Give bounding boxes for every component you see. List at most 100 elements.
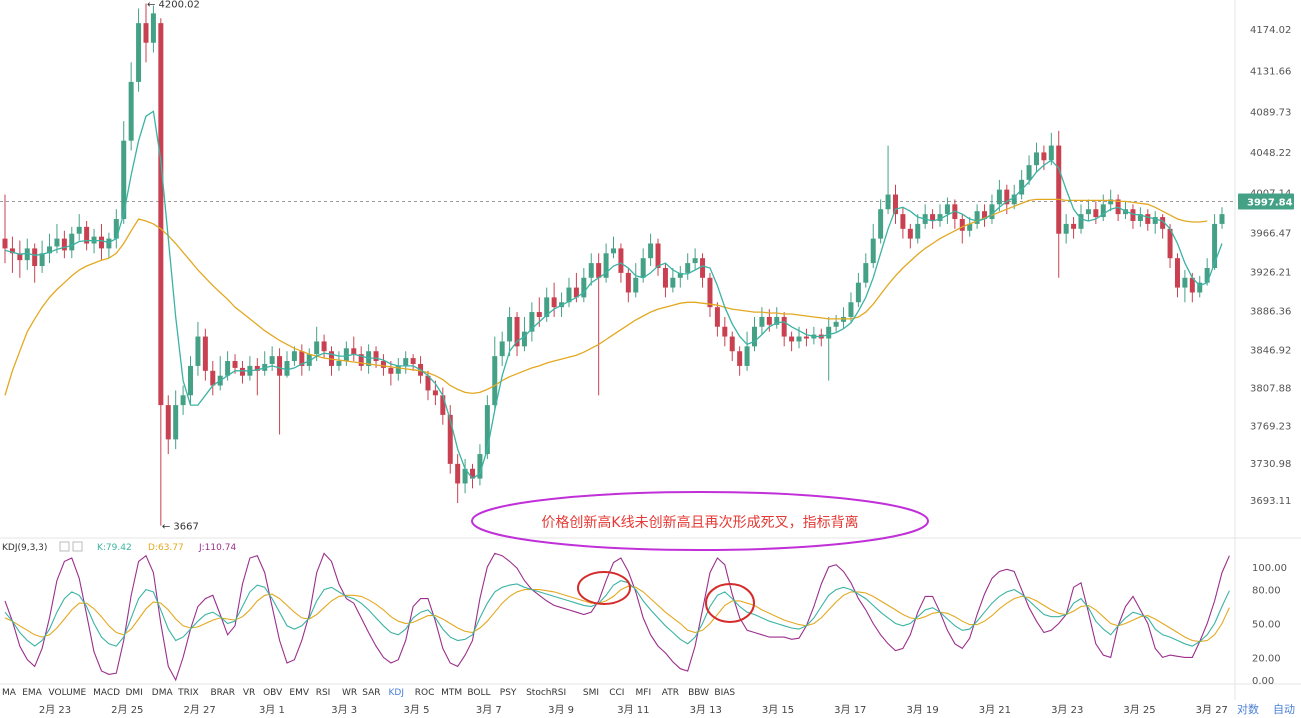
candle-body [202, 336, 208, 371]
candle-body [944, 204, 950, 215]
candle-body [774, 316, 780, 325]
indicator-tab-mtm[interactable]: MTM [441, 688, 462, 698]
candle-body [826, 326, 832, 339]
candle-body [796, 336, 802, 342]
candle-body [892, 194, 898, 215]
candle-body [2, 238, 8, 249]
candle-body [76, 226, 82, 234]
candle-body [395, 365, 401, 374]
candlestick-series [2, 3, 1225, 526]
candle-body [1130, 209, 1136, 221]
candle-body [996, 189, 1002, 205]
candle-body [685, 263, 691, 273]
candle-body [1004, 189, 1010, 205]
candle-body [1167, 228, 1173, 259]
candle-body [803, 336, 809, 339]
candle-body [1137, 214, 1143, 221]
date-tick-label: 2月 27 [183, 704, 215, 716]
price-markers: ← 4200.02 ← 3667 [147, 0, 200, 533]
candle-body [1204, 267, 1210, 283]
indicator-tab-kdj[interactable]: KDJ [389, 688, 405, 698]
candle-body [714, 307, 720, 327]
date-tick-label: 3月 27 [1196, 704, 1228, 716]
candle-body [700, 258, 706, 278]
kdj-close-icon[interactable] [72, 541, 83, 552]
candle-body [915, 223, 921, 239]
indicator-tab-vr[interactable]: VR [243, 688, 255, 698]
candle-body [833, 321, 839, 327]
candle-body [358, 354, 364, 366]
candle-body [885, 194, 891, 210]
indicator-tab-dma[interactable]: DMA [152, 688, 174, 698]
date-tick-label: 3月 13 [690, 704, 722, 716]
candle-body [61, 238, 67, 251]
indicator-tab-stochrsi[interactable]: StochRSI [526, 688, 566, 698]
candle-body [1174, 258, 1180, 288]
candle-body [113, 219, 119, 239]
candle-body [447, 414, 453, 464]
candle-body [24, 248, 30, 261]
candle-body [343, 348, 349, 362]
indicator-tab-trix[interactable]: TRIX [177, 688, 199, 698]
candle-body [1152, 217, 1158, 224]
price-tick-label: 3966.47 [1250, 228, 1291, 239]
kdj-tick-label: 20.00 [1252, 653, 1281, 664]
indicator-tab-mfi[interactable]: MFI [636, 688, 652, 698]
candle-body [173, 405, 179, 440]
candle-body [581, 277, 587, 298]
candle-body [766, 316, 772, 325]
indicator-tab-emv[interactable]: EMV [289, 688, 309, 698]
date-tick-label: 3月 3 [331, 704, 357, 716]
candle-body [1093, 209, 1099, 218]
indicator-tab-boll[interactable]: BOLL [467, 688, 490, 698]
time-x-axis: 2月 23 2月 25 2月 27 3月 1 3月 3 3月 5 3月 7 3月 9 3月 11… [39, 702, 1295, 716]
candle-body [1145, 214, 1151, 224]
indicator-tab-rsi[interactable]: RSI [316, 688, 331, 698]
candle-body [692, 258, 698, 264]
indicator-tab-dmi[interactable]: DMI [126, 688, 143, 698]
candle-body [291, 351, 297, 362]
price-tick-label: 3807.88 [1250, 384, 1291, 395]
indicator-toolbar[interactable]: MA EMA VOLUME MACD DMI DMA TRIX BRAR VR OBV EMV RSI… [2, 688, 735, 698]
kdj-tick-label: 80.00 [1252, 586, 1281, 597]
indicator-tab-cci[interactable]: CCI [609, 688, 624, 698]
candle-body [388, 367, 394, 374]
indicator-tab-wr[interactable]: WR [342, 688, 357, 698]
indicator-tab-macd[interactable]: MACD [93, 688, 120, 698]
auto-scale-toggle[interactable]: 自动 [1273, 703, 1295, 716]
candle-body [410, 358, 416, 364]
indicator-tab-volume[interactable]: VOLUME [49, 688, 87, 698]
candle-body [9, 248, 15, 254]
candle-body [158, 23, 164, 406]
candle-body [625, 272, 631, 293]
log-scale-toggle[interactable]: 对数 [1237, 702, 1259, 716]
indicator-tab-sar[interactable]: SAR [362, 688, 380, 698]
candle-body [462, 468, 468, 484]
candle-body [39, 253, 45, 267]
candle-body [440, 395, 446, 415]
candle-body [959, 219, 965, 231]
candle-body [633, 277, 639, 293]
indicator-tab-roc[interactable]: ROC [415, 688, 435, 698]
candle-body [314, 341, 320, 355]
indicator-tab-atr[interactable]: ATR [662, 688, 679, 698]
indicator-tab-brar[interactable]: BRAR [211, 688, 235, 698]
indicator-tab-bbw[interactable]: BBW [688, 688, 709, 698]
candle-body [1019, 179, 1025, 195]
candle-body [566, 287, 572, 303]
indicator-tab-bias[interactable]: BIAS [714, 688, 735, 698]
indicator-tab-ema[interactable]: EMA [22, 688, 42, 698]
indicator-tab-psy[interactable]: PSY [500, 688, 517, 698]
candle-body [588, 263, 594, 278]
candle-body [98, 236, 104, 249]
indicator-tab-ma[interactable]: MA [2, 688, 17, 698]
indicator-tab-smi[interactable]: SMI [583, 688, 599, 698]
candle-body [618, 248, 624, 273]
kdj-settings-icon[interactable] [59, 541, 70, 552]
candle-body [662, 267, 668, 288]
candle-body [210, 370, 216, 386]
candle-body [373, 351, 379, 362]
candle-body [188, 365, 194, 396]
indicator-tab-obv[interactable]: OBV [263, 688, 283, 698]
